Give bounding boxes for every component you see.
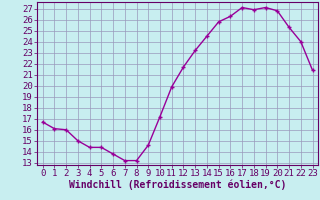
X-axis label: Windchill (Refroidissement éolien,°C): Windchill (Refroidissement éolien,°C)	[69, 180, 286, 190]
